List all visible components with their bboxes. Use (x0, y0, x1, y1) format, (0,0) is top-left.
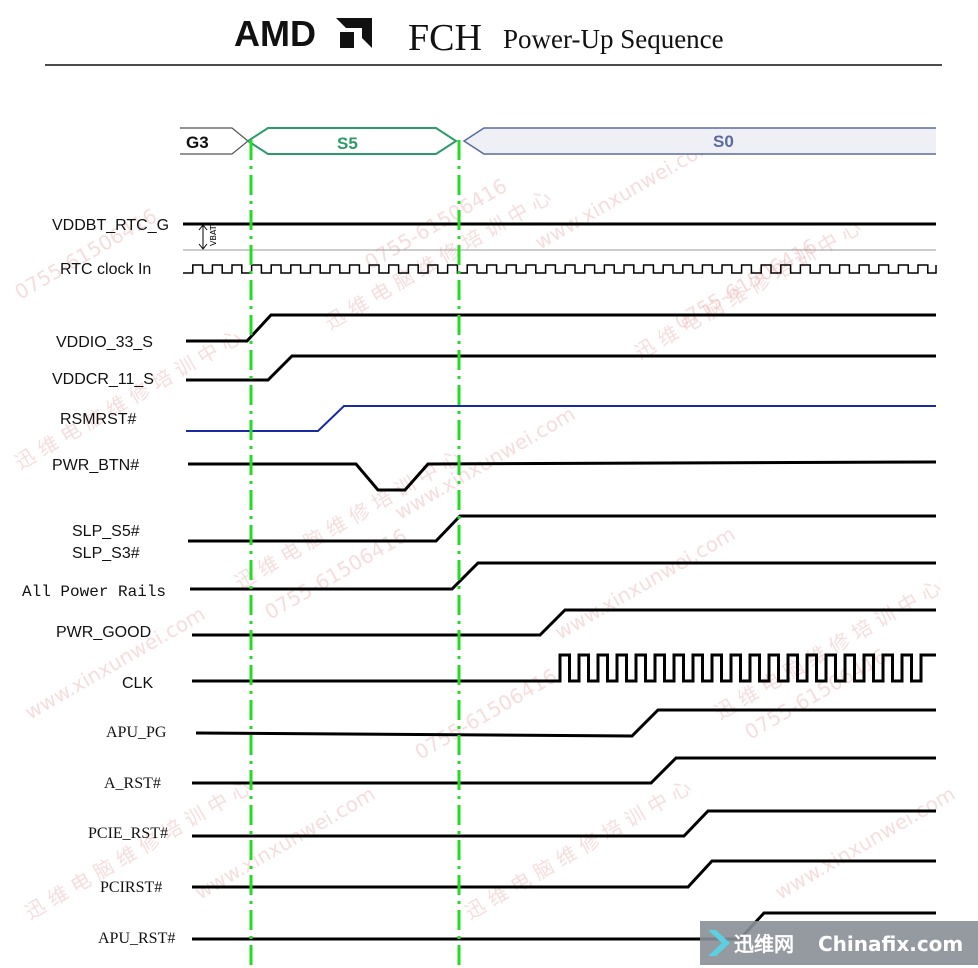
signal-label: PWR_BTN# (52, 457, 139, 474)
signal-label: SLP_S3# (72, 545, 140, 562)
watermark-text: 迅 维 电 脑 维 修 培 训 中 心 (711, 575, 946, 724)
waveform-a-rst (192, 756, 936, 785)
amd-brand: AMD (234, 13, 316, 54)
waveform-pcie-rst (192, 809, 936, 838)
watermark-text: 0755-61506416 (671, 234, 821, 335)
waveform-apu-pg (195, 708, 936, 738)
waveform-vddio (186, 313, 936, 343)
waveform-pwr-good (192, 608, 936, 637)
signal-label: RTC clock In (60, 261, 151, 278)
watermark-text: 迅 维 电 脑 维 修 培 训 中 心 (321, 185, 556, 334)
diagram-subtitle: Power-Up Sequence (503, 24, 724, 54)
waveform-pcirst (192, 859, 936, 889)
header: AMD FCH Power-Up Sequence (45, 13, 942, 66)
signal-label: CLK (122, 675, 153, 692)
logo-en-text: Chinafix.com (818, 932, 963, 956)
signal-label: PWR_GOOD (56, 624, 151, 641)
waveform-pwr-btn (188, 460, 937, 492)
signal-label: VDDIO_33_S (56, 334, 153, 351)
watermark-layer: 迅 维 电 脑 维 修 培 训 中 心 0755-61506416 www.xi… (11, 131, 960, 924)
watermark-text: www.xinxunwei.com (771, 781, 960, 904)
vbat-arrowheads (198, 224, 208, 250)
s0-state-label: S0 (713, 132, 734, 151)
signal-label: A_RST# (104, 775, 161, 792)
signal-label: All Power Rails (22, 583, 166, 601)
waveform-all-rails (190, 561, 936, 591)
signal-label: VDDCR_11_S (52, 371, 154, 388)
g3-state-label: G3 (186, 133, 209, 152)
signal-label: APU_RST# (98, 930, 175, 947)
watermark-text: www.xinxunwei.com (21, 601, 210, 724)
signal-labels: VDDBT_RTC_G RTC clock In VDDIO_33_S VDDC… (22, 217, 175, 947)
signal-label: RSMRST# (60, 411, 137, 428)
signal-label: SLP_S5# (72, 523, 140, 540)
logo-background (700, 921, 978, 965)
vbat-label: VBAT (209, 225, 218, 246)
logo-chevron-icon (708, 930, 730, 956)
watermark-text: 迅 维 电 脑 维 修 培 训 中 心 (461, 775, 696, 924)
chinafix-logo: 迅维网 Chinafix.com (700, 921, 978, 965)
waveform-clk (192, 653, 936, 683)
signal-label: APU_PG (106, 724, 167, 741)
s0-state-shape (462, 127, 936, 155)
signal-label: PCIRST# (100, 879, 162, 896)
waveform-vddcr (186, 354, 936, 382)
watermark-text: www.xinxunwei.com (551, 521, 740, 644)
logo-cn-text: 迅维网 (734, 932, 794, 956)
signal-label: PCIE_RST# (88, 825, 168, 842)
waveform-slp (188, 514, 936, 543)
chip-name: FCH (408, 17, 482, 59)
watermark-text: 0755-61506416 (411, 664, 561, 765)
signal-label: VDDBT_RTC_G (52, 217, 169, 234)
timing-markers (249, 140, 461, 965)
s5-state-shape (246, 127, 458, 155)
watermark-text: 迅 维 电 脑 维 修 培 训 中 心 (21, 775, 256, 924)
power-state-bar: G3 S5 S0 (180, 127, 936, 155)
waveforms: VBAT (183, 222, 937, 941)
amd-arrow-icon (336, 18, 372, 48)
s5-state-label: S5 (337, 134, 358, 153)
waveform-rtc-clock (183, 264, 937, 274)
